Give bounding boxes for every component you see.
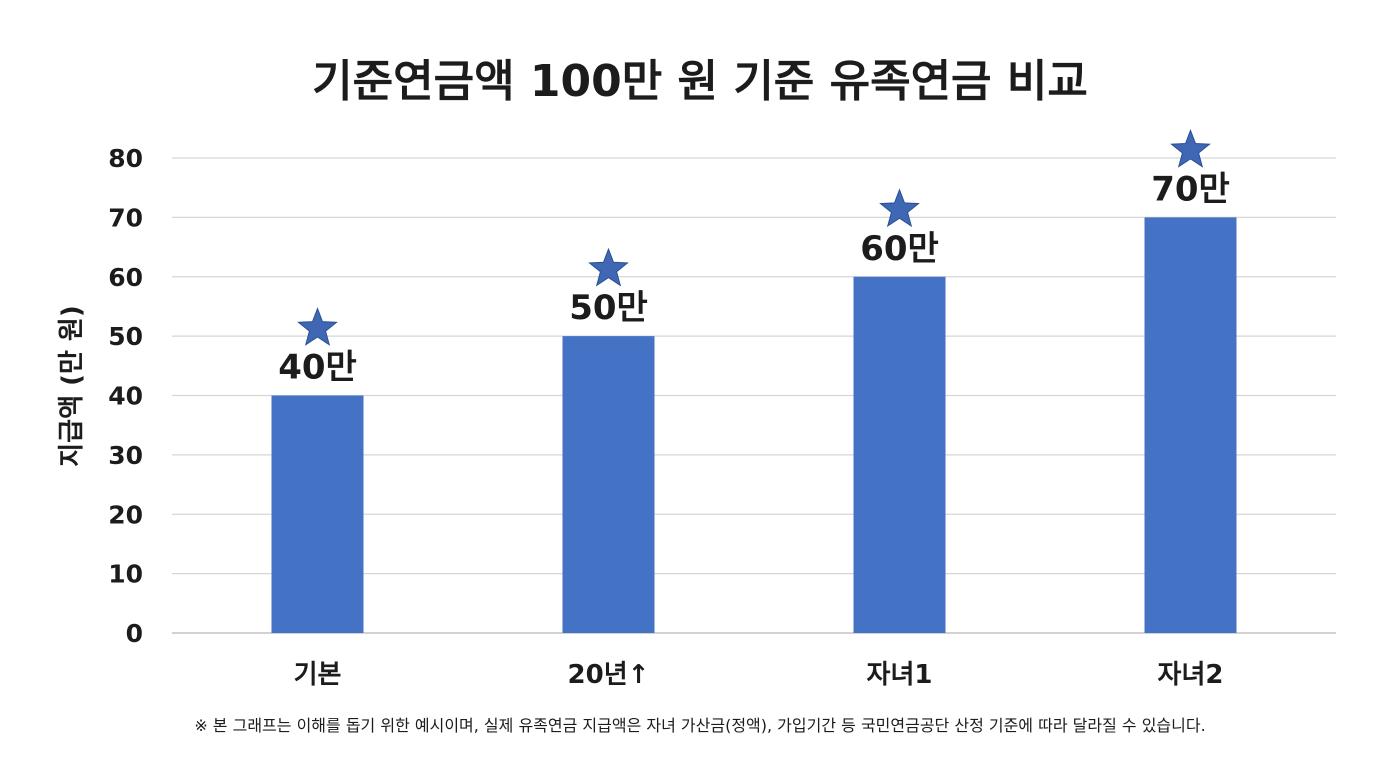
star-marker-2 xyxy=(588,247,629,287)
bar-4 xyxy=(1144,217,1237,633)
star-marker-1 xyxy=(297,307,338,346)
data-labels: 40만 50만 60만 70만 xyxy=(278,169,1230,387)
x-tick-label-1: 기본 xyxy=(294,660,342,690)
star-marker-3 xyxy=(879,188,920,228)
y-tick-label-0: 0 xyxy=(126,619,143,648)
y-axis-label: 지급액 (만 원) xyxy=(57,305,87,466)
data-label-2: 50만 xyxy=(569,288,648,328)
bars xyxy=(271,217,1237,633)
data-label-3: 60만 xyxy=(860,229,939,269)
x-tick-label-4: 자녀2 xyxy=(1158,660,1224,690)
x-tick-label-2: 20년↑ xyxy=(568,660,650,690)
bar-3 xyxy=(853,276,946,633)
bar-1 xyxy=(271,395,364,633)
x-tick-label-3: 자녀1 xyxy=(867,660,933,690)
data-label-1: 40만 xyxy=(278,348,357,388)
y-tick-label-20: 20 xyxy=(108,500,143,529)
y-tick-label-10: 10 xyxy=(108,560,143,589)
y-tick-label-40: 40 xyxy=(108,382,143,411)
data-label-4: 70만 xyxy=(1151,169,1230,209)
y-tick-label-50: 50 xyxy=(108,322,143,351)
y-tick-label-80: 80 xyxy=(108,144,143,173)
bar-2 xyxy=(562,336,655,633)
gridlines xyxy=(172,157,1336,634)
chart-title: 기준연금액 100만 원 기준 유족연금 비교 xyxy=(312,56,1088,107)
x-axis-ticks: 기본 20년↑ 자녀1 자녀2 xyxy=(294,660,1224,690)
y-tick-label-30: 30 xyxy=(108,441,143,470)
star-marker-4 xyxy=(1170,128,1211,168)
y-tick-label-70: 70 xyxy=(108,203,143,232)
y-axis-ticks: 0 10 20 30 40 50 60 70 80 xyxy=(108,144,143,648)
y-tick-label-60: 60 xyxy=(108,263,143,292)
footnote: ※ 본 그래프는 이해를 돕기 위한 예시이며, 실제 유족연금 지급액은 자녀… xyxy=(194,716,1205,735)
star-markers xyxy=(297,128,1211,346)
